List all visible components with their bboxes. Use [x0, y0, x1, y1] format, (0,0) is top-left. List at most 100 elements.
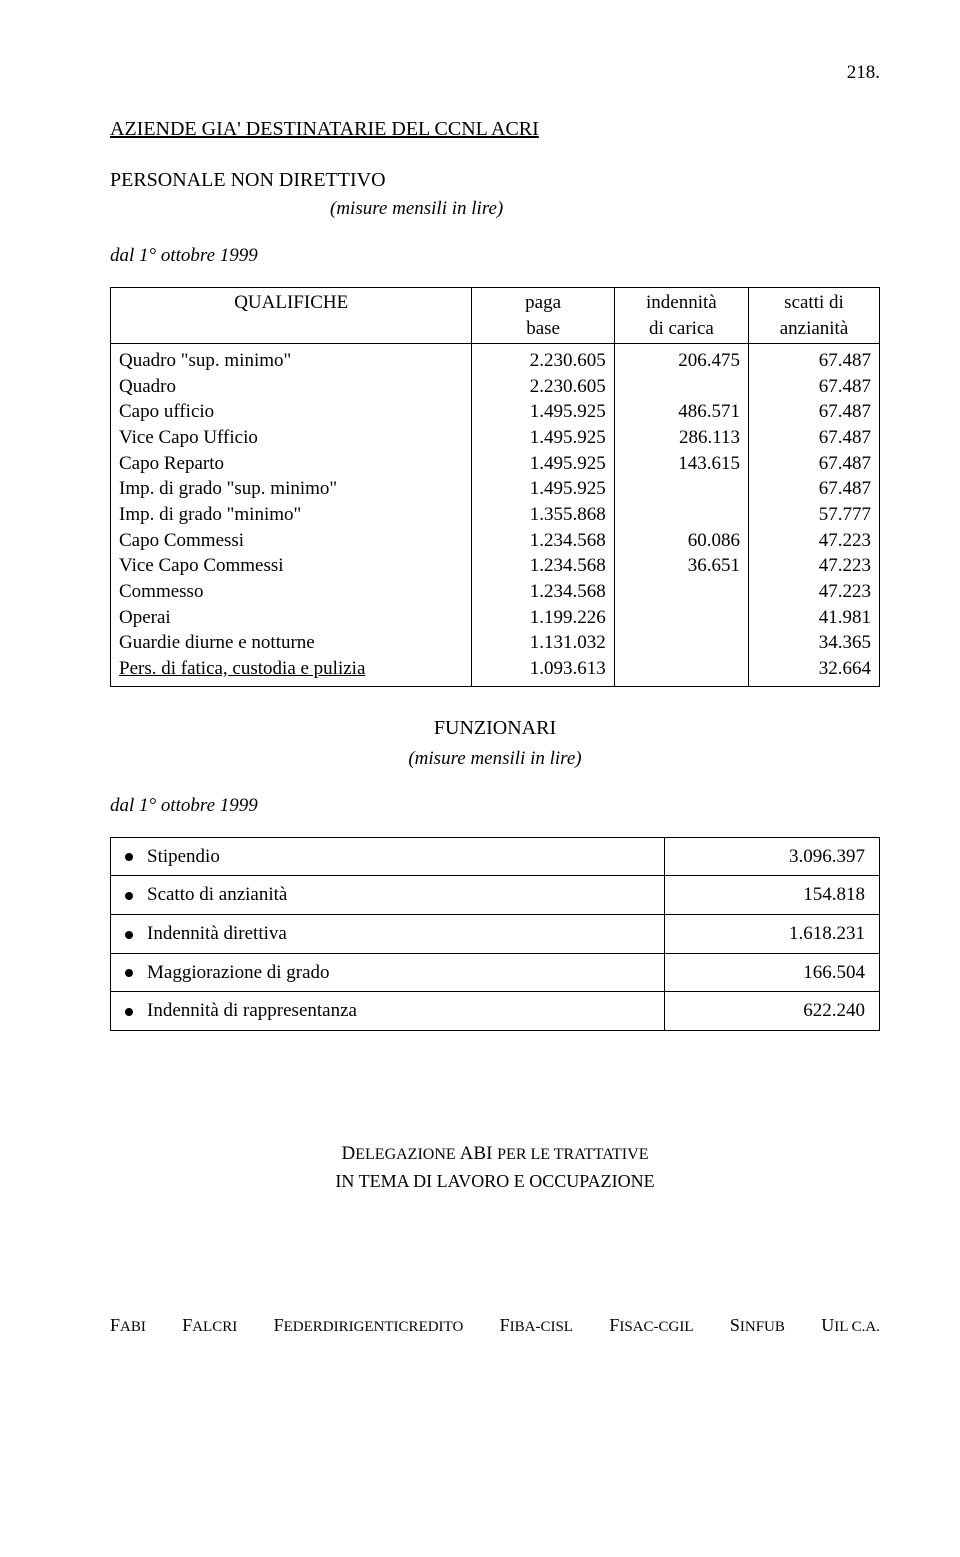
table-row-scatti: 67.487	[757, 348, 871, 374]
table-row-qualifica: Imp. di grado "sup. minimo"	[119, 476, 463, 502]
scatti-l2: anzianità	[780, 318, 849, 339]
table-row-qualifica: Capo Reparto	[119, 451, 463, 477]
table-row-paga: 1.199.226	[480, 605, 605, 631]
col-body-scatti: 67.48767.48767.48767.48767.48767.48757.7…	[749, 344, 880, 686]
summary-label: Scatto di anzianità	[147, 884, 287, 905]
table-row-indennita: 286.113	[623, 425, 740, 451]
bullet-icon	[125, 892, 133, 900]
table-row-paga: 2.230.605	[480, 348, 605, 374]
paga-l1: paga	[525, 292, 561, 313]
table-row-scatti: 47.223	[757, 579, 871, 605]
table-row-scatti: 67.487	[757, 451, 871, 477]
table-row-qualifica: Pers. di fatica, custodia e pulizia	[119, 656, 463, 682]
summary-label: Indennità di rappresentanza	[147, 1000, 357, 1021]
summary-row: Indennità direttiva1.618.231	[111, 915, 880, 954]
section-funzionari-title: FUNZIONARI	[110, 715, 880, 742]
table-row-qualifica: Capo ufficio	[119, 399, 463, 425]
col-header-paga: paga base	[472, 287, 614, 343]
table-row-paga: 2.230.605	[480, 374, 605, 400]
table-row-paga: 1.093.613	[480, 656, 605, 682]
table-row-scatti: 32.664	[757, 656, 871, 682]
table-row-indennita: 206.475	[623, 348, 740, 374]
summary-row: Stipendio 3.096.397	[111, 837, 880, 876]
col-body-paga: 2.230.6052.230.6051.495.9251.495.9251.49…	[472, 344, 614, 686]
footer-item: SINFUB	[730, 1313, 785, 1337]
table-row-scatti: 47.223	[757, 528, 871, 554]
bullet-icon	[125, 853, 133, 861]
summary-value: 622.240	[664, 992, 879, 1031]
summary-row: Indennità di rappresentanza 622.240	[111, 992, 880, 1031]
delegation-1a: D	[342, 1143, 356, 1164]
bullet-icon	[125, 931, 133, 939]
section-funzionari-note: (misure mensili in lire)	[110, 746, 880, 772]
table-row-qualifica: Guardie diurne e notturne	[119, 630, 463, 656]
table-row-indennita	[623, 579, 740, 605]
table-row-qualifica: Vice Capo Commessi	[119, 553, 463, 579]
summary-label-cell: Stipendio	[111, 837, 665, 876]
paga-l2: base	[526, 318, 560, 339]
col-header-qualifiche: QUALIFICHE	[111, 287, 472, 343]
footer-item: FALCRI	[182, 1313, 237, 1337]
date-line-2: dal 1° ottobre 1999	[110, 793, 880, 819]
table-row-indennita	[623, 656, 740, 682]
table-row-scatti: 67.487	[757, 476, 871, 502]
table-row-scatti: 41.981	[757, 605, 871, 631]
summary-row: Scatto di anzianità 154.818	[111, 876, 880, 915]
table-row-indennita	[623, 476, 740, 502]
table-row-paga: 1.495.925	[480, 476, 605, 502]
footer-item: FISAC-CGIL	[609, 1313, 693, 1337]
table-row-qualifica: Vice Capo Ufficio	[119, 425, 463, 451]
footer-row: FABIFALCRIFEDERDIRIGENTICREDITOFIBA-CISL…	[110, 1313, 880, 1337]
summary-table: Stipendio 3.096.397 Scatto di anzianità 154…	[110, 837, 880, 1031]
table-row-paga: 1.495.925	[480, 425, 605, 451]
footer-item: UIL C.A.	[821, 1313, 880, 1337]
qualifiche-table: QUALIFICHE paga base indennità di carica…	[110, 287, 880, 687]
table-row-indennita: 486.571	[623, 399, 740, 425]
bullet-icon	[125, 1008, 133, 1016]
col-header-scatti: scatti di anzianità	[749, 287, 880, 343]
date-line-1: dal 1° ottobre 1999	[110, 243, 880, 269]
table-row-qualifica: Operai	[119, 605, 463, 631]
table-row-paga: 1.234.568	[480, 528, 605, 554]
ind-l2: di carica	[649, 318, 714, 339]
summary-row: Maggiorazione di grado 166.504	[111, 953, 880, 992]
col-header-indennita: indennità di carica	[614, 287, 748, 343]
footer-item: FEDERDIRIGENTICREDITO	[274, 1313, 464, 1337]
table-row-indennita: 36.651	[623, 553, 740, 579]
delegation-1c: ABI	[460, 1143, 497, 1164]
summary-value: 154.818	[664, 876, 879, 915]
table-row-indennita: 143.615	[623, 451, 740, 477]
summary-label: Maggiorazione di grado	[147, 962, 330, 983]
table-row-scatti: 67.487	[757, 425, 871, 451]
ind-l1: indennità	[646, 292, 717, 313]
summary-label-cell: Indennità direttiva	[111, 915, 665, 954]
delegation-1b: ELEGAZIONE	[355, 1146, 459, 1163]
col-body-qualifiche: Quadro "sup. minimo"QuadroCapo ufficioVi…	[111, 344, 472, 686]
table-row-indennita	[623, 502, 740, 528]
summary-value: 166.504	[664, 953, 879, 992]
table-row-qualifica: Imp. di grado "minimo"	[119, 502, 463, 528]
table-row-paga: 1.495.925	[480, 399, 605, 425]
table-row-indennita	[623, 374, 740, 400]
table-row-indennita	[623, 630, 740, 656]
table-row-indennita	[623, 605, 740, 631]
table-row-qualifica: Commesso	[119, 579, 463, 605]
table-row-scatti: 34.365	[757, 630, 871, 656]
page-number: 218.	[110, 60, 880, 86]
summary-label-cell: Scatto di anzianità	[111, 876, 665, 915]
measure-note: (misure mensili in lire)	[110, 196, 880, 222]
delegation-line-1: DELEGAZIONE ABI PER LE TRATTATIVE	[110, 1141, 880, 1167]
heading-main: AZIENDE GIA' DESTINATARIE DEL CCNL ACRI	[110, 116, 880, 143]
table-row-scatti: 57.777	[757, 502, 871, 528]
summary-label: Stipendio	[147, 846, 220, 867]
table-row-qualifica: Quadro "sup. minimo"	[119, 348, 463, 374]
delegation-1d: PER LE TRATTATIVE	[497, 1146, 648, 1163]
summary-label-cell: Maggiorazione di grado	[111, 953, 665, 992]
table-row-paga: 1.131.032	[480, 630, 605, 656]
table-row-paga: 1.234.568	[480, 553, 605, 579]
summary-value: 3.096.397	[664, 837, 879, 876]
scatti-l1: scatti di	[784, 292, 844, 313]
table-row-qualifica: Capo Commessi	[119, 528, 463, 554]
table-row-scatti: 67.487	[757, 374, 871, 400]
bullet-icon	[125, 969, 133, 977]
